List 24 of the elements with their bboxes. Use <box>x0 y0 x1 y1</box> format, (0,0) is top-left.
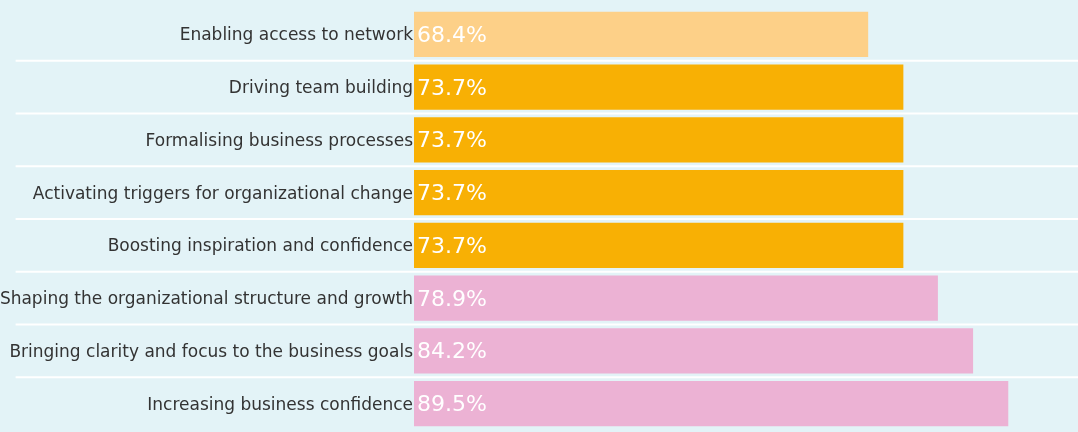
data-label: 73.7% <box>417 127 487 153</box>
y-tick-label: Bringing clarity and focus to the business goals <box>9 340 414 361</box>
data-label: 73.7% <box>417 232 487 258</box>
bar <box>414 328 974 374</box>
y-tick-label: Enabling access to network <box>179 24 414 45</box>
y-tick-label: Increasing business confidence <box>147 393 413 414</box>
y-tick-label: Activating triggers for organizational change <box>32 182 413 203</box>
bar <box>414 117 904 163</box>
y-tick-label: Driving team building <box>228 77 413 98</box>
y-tick-label: Shaping the organizational structure and growth <box>0 288 413 309</box>
bar <box>414 380 1009 427</box>
data-label: 78.9% <box>417 285 487 311</box>
data-label: 73.7% <box>417 180 487 206</box>
bar <box>414 64 904 110</box>
bar <box>414 275 938 321</box>
bar <box>414 222 904 269</box>
bar <box>414 169 904 216</box>
data-label: 68.4% <box>417 21 487 47</box>
data-label: 84.2% <box>417 338 487 364</box>
data-label: 89.5% <box>417 391 487 417</box>
bar <box>414 11 869 58</box>
data-label: 73.7% <box>417 74 487 100</box>
y-tick-label: Formalising business processes <box>145 129 414 150</box>
y-tick-label: Boosting inspiration and confidence <box>107 235 413 256</box>
